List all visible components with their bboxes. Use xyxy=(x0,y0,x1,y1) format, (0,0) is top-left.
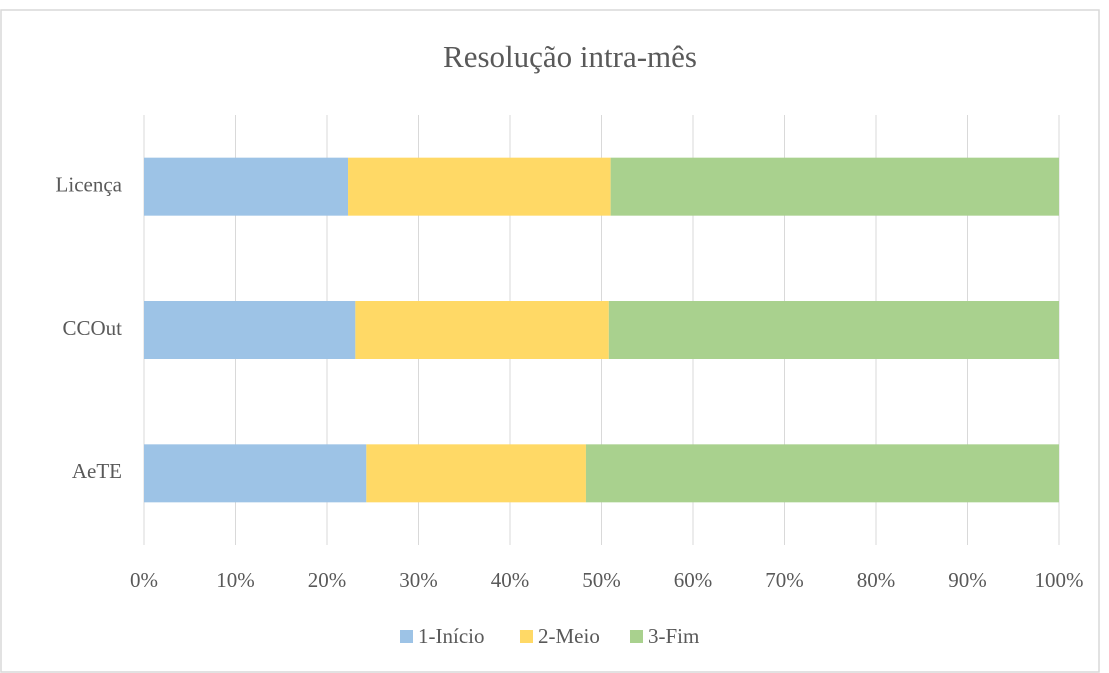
bar-segment xyxy=(608,301,1059,359)
legend-label: 2-Meio xyxy=(538,624,600,648)
x-tick-label: 10% xyxy=(216,568,255,592)
legend-swatch xyxy=(520,630,533,643)
y-tick-label: AeTE xyxy=(72,459,122,483)
bar-segment xyxy=(355,301,609,359)
legend-label: 1-Início xyxy=(418,624,484,648)
bar-segment xyxy=(144,157,349,216)
legend-swatch xyxy=(400,630,413,643)
bar-segment xyxy=(366,444,586,503)
x-tick-label: 90% xyxy=(948,568,987,592)
x-tick-label: 0% xyxy=(130,568,158,592)
legend-label: 3-Fim xyxy=(648,624,699,648)
y-tick-label: CCOut xyxy=(62,316,122,340)
x-tick-label: 100% xyxy=(1035,568,1084,592)
x-tick-label: 50% xyxy=(582,568,621,592)
x-tick-label: 40% xyxy=(491,568,530,592)
bar-segment xyxy=(348,157,611,216)
x-tick-label: 20% xyxy=(308,568,347,592)
x-tick-label: 60% xyxy=(674,568,713,592)
bar-segment xyxy=(144,301,356,359)
bar-segment xyxy=(585,444,1059,503)
x-tick-label: 80% xyxy=(857,568,896,592)
bar-segment xyxy=(610,157,1059,216)
x-tick-label: 70% xyxy=(765,568,804,592)
legend-swatch xyxy=(630,630,643,643)
chart-title: Resolução intra-mês xyxy=(443,39,697,74)
x-tick-label: 30% xyxy=(399,568,438,592)
bar-segment xyxy=(144,444,367,503)
y-tick-label: Licença xyxy=(56,172,123,196)
